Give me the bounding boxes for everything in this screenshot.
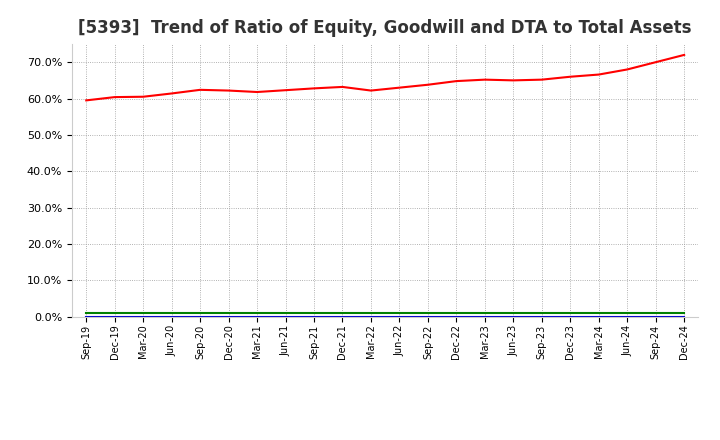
Goodwill [366,314,375,319]
Equity [423,82,432,88]
Deferred Tax Assets [167,311,176,316]
Goodwill [167,314,176,319]
Equity [310,86,318,91]
Equity [509,78,518,83]
Goodwill [196,314,204,319]
Equity [566,74,575,79]
Deferred Tax Assets [537,311,546,316]
Deferred Tax Assets [82,311,91,316]
Deferred Tax Assets [395,311,404,316]
Goodwill [595,314,603,319]
Equity [225,88,233,93]
Goodwill [338,314,347,319]
Deferred Tax Assets [225,311,233,316]
Goodwill [623,314,631,319]
Goodwill [253,314,261,319]
Goodwill [310,314,318,319]
Goodwill [225,314,233,319]
Equity [595,72,603,77]
Deferred Tax Assets [623,311,631,316]
Deferred Tax Assets [110,311,119,316]
Deferred Tax Assets [282,311,290,316]
Deferred Tax Assets [595,311,603,316]
Goodwill [110,314,119,319]
Title: [5393]  Trend of Ratio of Equity, Goodwill and DTA to Total Assets: [5393] Trend of Ratio of Equity, Goodwil… [78,19,692,37]
Equity [480,77,489,82]
Deferred Tax Assets [366,311,375,316]
Deferred Tax Assets [196,311,204,316]
Goodwill [566,314,575,319]
Equity [110,95,119,100]
Equity [537,77,546,82]
Deferred Tax Assets [139,311,148,316]
Deferred Tax Assets [253,311,261,316]
Equity [623,67,631,72]
Deferred Tax Assets [652,311,660,316]
Deferred Tax Assets [566,311,575,316]
Goodwill [139,314,148,319]
Deferred Tax Assets [680,311,688,316]
Deferred Tax Assets [509,311,518,316]
Equity [652,59,660,65]
Equity [282,88,290,93]
Equity [82,98,91,103]
Goodwill [423,314,432,319]
Deferred Tax Assets [338,311,347,316]
Equity [452,78,461,84]
Equity [167,91,176,96]
Deferred Tax Assets [452,311,461,316]
Deferred Tax Assets [480,311,489,316]
Goodwill [395,314,404,319]
Legend: Equity, Goodwill, Deferred Tax Assets: Equity, Goodwill, Deferred Tax Assets [200,438,570,440]
Equity [196,87,204,92]
Goodwill [537,314,546,319]
Equity [139,94,148,99]
Line: Equity: Equity [86,55,684,100]
Deferred Tax Assets [310,311,318,316]
Equity [338,84,347,90]
Equity [253,89,261,95]
Equity [680,52,688,58]
Goodwill [452,314,461,319]
Goodwill [680,314,688,319]
Goodwill [480,314,489,319]
Goodwill [652,314,660,319]
Equity [366,88,375,93]
Goodwill [509,314,518,319]
Goodwill [282,314,290,319]
Equity [395,85,404,90]
Goodwill [82,314,91,319]
Deferred Tax Assets [423,311,432,316]
